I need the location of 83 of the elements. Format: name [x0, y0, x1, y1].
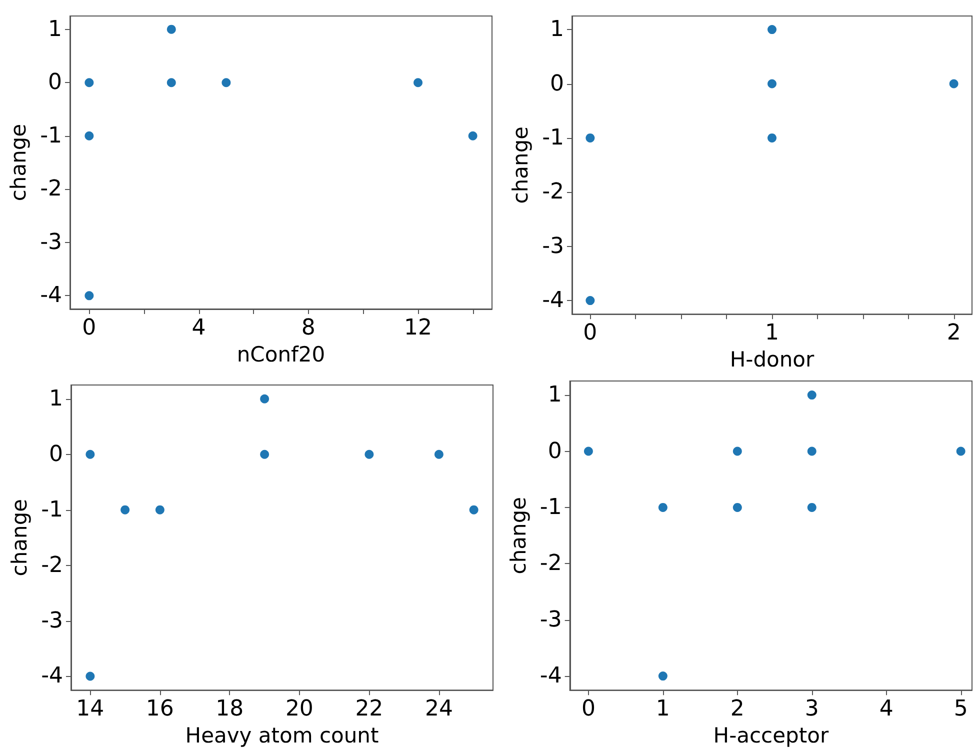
point: [949, 79, 958, 88]
x-tick-label: 1: [765, 320, 779, 346]
point: [155, 505, 164, 514]
y-axis-title: change: [506, 496, 530, 574]
x-tick-label: 5: [954, 696, 968, 722]
y-tick-label: -4: [41, 664, 63, 689]
x-tick-label: 16: [146, 696, 174, 722]
y-tick-label: -2: [540, 551, 562, 576]
x-tick-label: 0: [583, 320, 598, 346]
x-tick-label: 22: [355, 696, 384, 722]
y-axis-title: change: [6, 124, 31, 202]
point: [84, 131, 94, 140]
point: [732, 446, 742, 456]
point: [584, 446, 593, 456]
y-tick-label: 1: [48, 16, 62, 42]
x-tick-label: 0: [581, 696, 596, 722]
y-tick-label: 1: [550, 17, 564, 42]
x-axis-title: Heavy atom count: [185, 724, 379, 748]
y-tick-label: -4: [40, 283, 62, 308]
x-tick-label: 14: [76, 696, 104, 722]
point: [586, 296, 595, 306]
y-axis-title: change: [508, 126, 533, 204]
point: [120, 505, 130, 514]
point: [468, 131, 478, 140]
point: [807, 390, 816, 400]
point: [807, 446, 816, 456]
y-tick-label: -2: [40, 176, 62, 202]
point: [469, 505, 478, 514]
point: [732, 502, 742, 512]
x-tick-label: 18: [216, 696, 244, 722]
point: [86, 450, 95, 459]
point: [166, 24, 176, 34]
point: [768, 79, 776, 88]
y-tick-label: 1: [49, 386, 63, 412]
point: [768, 133, 776, 142]
point: [222, 78, 231, 88]
x-tick-label: 4: [192, 316, 206, 340]
x-tick-label: 0: [82, 316, 96, 340]
point: [956, 446, 966, 456]
x-tick-label: 3: [804, 696, 819, 722]
point: [658, 502, 668, 512]
point: [768, 25, 776, 34]
y-tick-label: 1: [548, 382, 562, 408]
point: [260, 450, 270, 459]
x-axis-title: nConf20: [236, 342, 326, 366]
x-tick-label: 24: [424, 696, 453, 722]
y-tick-label: -2: [542, 180, 564, 205]
y-tick-label: -1: [40, 123, 62, 148]
y-tick-label: -3: [540, 607, 562, 632]
point: [86, 672, 95, 681]
y-tick-label: -1: [41, 497, 63, 522]
point: [260, 394, 270, 404]
point: [84, 78, 94, 88]
y-tick-label: -2: [41, 552, 63, 578]
x-tick-label: 12: [404, 316, 432, 340]
y-tick-label: -3: [41, 608, 63, 634]
x-tick-label: 2: [946, 320, 961, 346]
y-tick-label: -4: [540, 664, 562, 689]
y-tick-label: -4: [542, 288, 564, 314]
point: [84, 291, 94, 300]
point: [658, 672, 668, 681]
x-tick-label: 1: [656, 696, 670, 722]
point: [807, 502, 816, 512]
y-tick-label: 0: [548, 438, 562, 464]
y-tick-label: 0: [550, 71, 564, 96]
x-axis-title: H-acceptor: [713, 724, 829, 748]
point: [586, 133, 595, 142]
y-tick-label: -3: [542, 234, 564, 259]
y-tick-label: -1: [542, 125, 564, 150]
point: [414, 78, 423, 88]
y-tick-label: -3: [40, 230, 62, 255]
x-tick-label: 4: [879, 696, 894, 722]
x-axis-title: H-donor: [730, 348, 815, 372]
point: [364, 450, 374, 459]
y-tick-label: 0: [49, 442, 63, 467]
x-tick-label: 2: [730, 696, 744, 722]
point: [166, 78, 176, 88]
point: [434, 450, 444, 459]
y-tick-label: 0: [48, 70, 62, 96]
y-tick-label: -1: [540, 494, 562, 520]
x-tick-label: 8: [301, 316, 316, 340]
x-tick-label: 20: [285, 696, 314, 722]
y-axis-title: change: [8, 498, 32, 576]
